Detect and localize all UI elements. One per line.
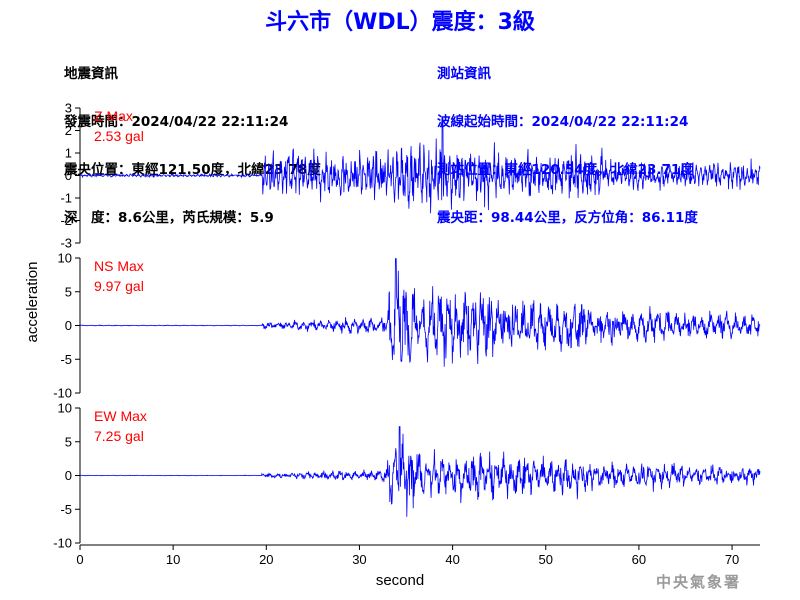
x-axis-label: second [376, 572, 424, 589]
y-tick-label: 1 [65, 146, 72, 161]
event-depth-magnitude: 深 度：8.6公里，芮氏規模：5.9 [64, 210, 274, 226]
agency-watermark: 中央氣象署 [656, 573, 742, 591]
event-origin-time: 發震時間：2024/04/22 22:11:24 [64, 114, 289, 130]
x-tick-label: 0 [76, 552, 83, 567]
x-tick-label: 40 [445, 552, 459, 567]
max-label-ns: NS Max [94, 258, 144, 274]
y-tick-label: 5 [65, 284, 72, 299]
max-value-ew: 7.25 gal [94, 428, 144, 444]
y-tick-label: -5 [60, 352, 72, 367]
event-epicenter: 震央位置：東經121.50度，北緯23.78度 [64, 162, 321, 178]
max-label-ew: EW Max [94, 408, 147, 424]
y-tick-label: -10 [53, 536, 72, 551]
x-tick-label: 50 [539, 552, 553, 567]
trace-ew [79, 426, 761, 517]
y-tick-label: -2 [60, 213, 72, 228]
event-info-block: 地震資訊 發震時間：2024/04/22 22:11:24 震央位置：東經121… [64, 34, 321, 242]
station-info-block: 測站資訊 波線起始時間：2024/04/22 22:11:24 測站位置：東經1… [437, 34, 698, 242]
max-value-ns: 9.97 gal [94, 278, 144, 294]
event-info-heading: 地震資訊 [64, 66, 118, 82]
y-tick-label: 0 [65, 318, 72, 333]
y-tick-label: 0 [65, 468, 72, 483]
max-value-z: 2.53 gal [94, 128, 144, 144]
y-axis-label: acceleration [24, 262, 41, 343]
y-tick-label: 0 [65, 168, 72, 183]
y-tick-label: 5 [65, 434, 72, 449]
chart-title: 斗六市（WDL）震度：3級 [265, 10, 535, 35]
x-tick-label: 70 [725, 552, 739, 567]
station-start-time: 波線起始時間：2024/04/22 22:11:24 [437, 114, 689, 130]
y-tick-label: -10 [53, 386, 72, 401]
trace-ns [79, 258, 761, 367]
y-tick-label: 10 [58, 401, 72, 416]
y-tick-label: 10 [58, 251, 72, 266]
x-tick-label: 10 [166, 552, 180, 567]
trace-z [79, 118, 761, 214]
y-tick-label: 3 [65, 101, 72, 116]
station-info-heading: 測站資訊 [437, 66, 491, 82]
x-tick-label: 60 [632, 552, 646, 567]
y-tick-label: -1 [60, 191, 72, 206]
y-tick-label: -5 [60, 502, 72, 517]
x-tick-label: 30 [352, 552, 366, 567]
station-location: 測站位置：東經120.54度，北緯23.71度 [437, 162, 694, 178]
y-tick-label: -3 [60, 236, 72, 251]
y-tick-label: 2 [65, 123, 72, 138]
max-label-z: Z Max [94, 108, 133, 124]
station-epicentral-distance: 震央距：98.44公里，反方位角：86.11度 [437, 210, 698, 226]
x-tick-label: 20 [259, 552, 273, 567]
